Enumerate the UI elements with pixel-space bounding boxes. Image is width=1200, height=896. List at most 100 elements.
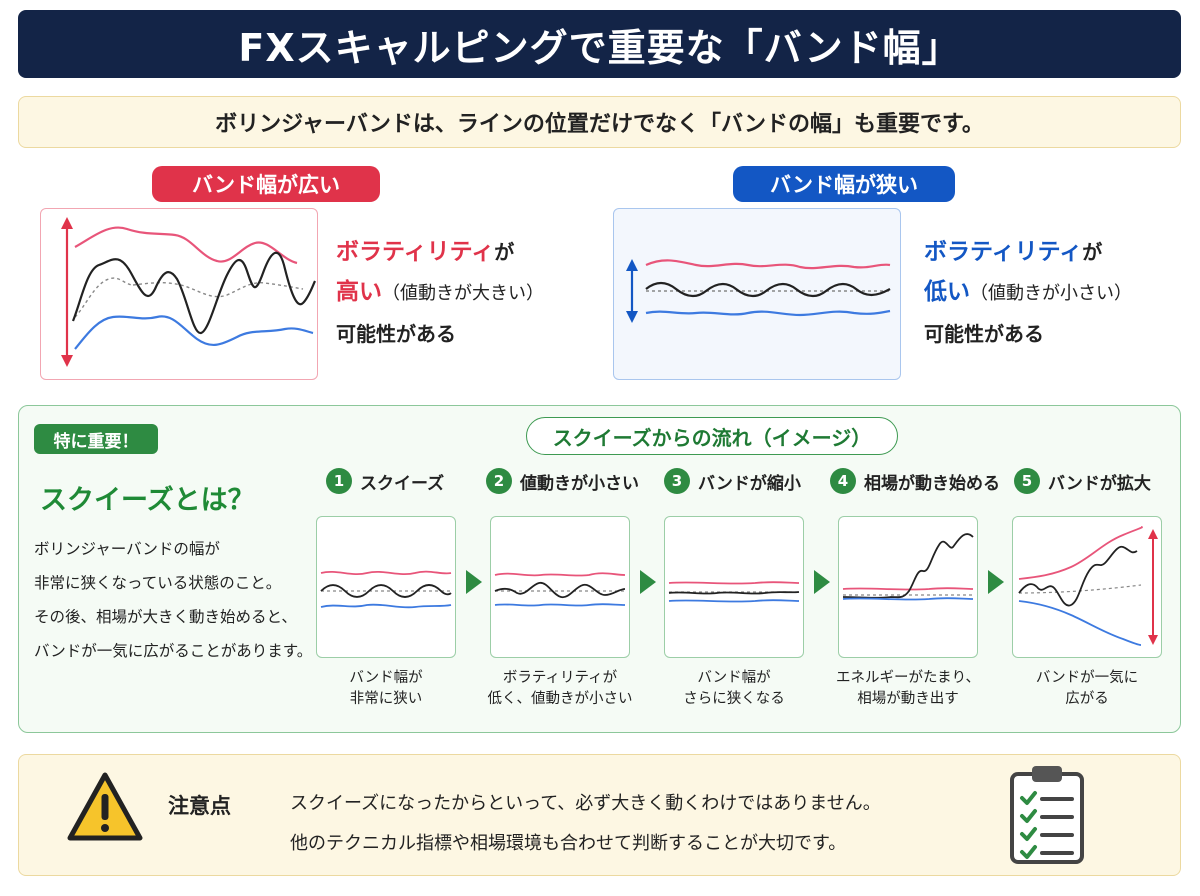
step-1-chart (316, 516, 456, 658)
step-text: 値動きが小さい (520, 473, 639, 494)
caption-line: エネルギーがたまり、 (836, 670, 980, 686)
step-2-svg (494, 572, 626, 607)
upper-band-line (645, 259, 891, 270)
warning-icon-svg (67, 772, 143, 841)
upper-band-line (842, 587, 974, 591)
arrow-down-head (61, 355, 73, 367)
upper-band-line (494, 572, 626, 577)
step-5-svg (1018, 526, 1158, 646)
step-4-caption: エネルギーがたまり、 相場が動き出す (818, 668, 998, 710)
narrow-line1-rest: が (1082, 240, 1103, 264)
lower-band-line (1018, 600, 1142, 646)
step-text: スクイーズ (360, 473, 445, 494)
page-title: FXスキャルピングで重要な「バンド幅」 (18, 10, 1181, 78)
upper-band-line (320, 570, 452, 576)
step-2-label: 2 値動きが小さい (486, 468, 639, 494)
clipboard-svg (1010, 766, 1084, 864)
step-1-caption: バンド幅が 非常に狭い (316, 668, 456, 710)
warning-icon (66, 770, 144, 844)
caution-line: 他のテクニカル指標や相場環境も合わせて判断することが大切です。 (290, 833, 847, 854)
caption-line: ボラティリティが (502, 670, 618, 686)
arrow-up-head (61, 217, 73, 229)
caution-line: スクイーズになったからといって、必ず大きく動くわけではありません。 (290, 793, 881, 814)
wide-band-chart-svg (61, 217, 316, 367)
step-3-chart (664, 516, 804, 658)
wide-high-word: 高い (336, 279, 382, 305)
step-text: 相場が動き始める (864, 473, 1000, 494)
caution-box (18, 754, 1181, 876)
lower-band-line (494, 603, 626, 607)
arrow-up-head (1148, 529, 1158, 539)
squeeze-desc-line: ボリンジャーバンドの幅が (34, 540, 220, 558)
squeeze-desc-line: 非常に狭くなっている状態のこと。 (34, 574, 282, 592)
lower-band-line (74, 315, 314, 350)
step-5-chart (1012, 516, 1162, 658)
caution-text: スクイーズになったからといって、必ず大きく動くわけではありません。 他のテクニカ… (290, 784, 881, 864)
caption-line: バンドが一気に (1035, 670, 1139, 686)
flow-title: スクイーズからの流れ（イメージ） (526, 417, 898, 455)
wide-line1-rest: が (494, 240, 515, 264)
step-number: 1 (326, 468, 352, 494)
step-4-chart (838, 516, 978, 658)
upper-band-line (1018, 526, 1143, 580)
ma-line-b (132, 281, 304, 298)
wide-band-chart (40, 208, 318, 380)
play-arrow-icon (640, 570, 656, 594)
step-text: バンドが拡大 (1048, 473, 1151, 494)
price-line (1018, 545, 1138, 607)
play-arrow-icon (466, 570, 482, 594)
step-5-label: 5 バンドが拡大 (1014, 468, 1151, 494)
squeeze-description: ボリンジャーバンドの幅が 非常に狭くなっている状態のこと。 その後、相場が大きく… (34, 532, 314, 668)
step-1-svg (320, 570, 452, 609)
caption-line: バンド幅が (349, 670, 423, 686)
step-1-label: 1 スクイーズ (326, 468, 444, 494)
step-3-caption: バンド幅が さらに狭くなる (654, 668, 814, 710)
narrow-band-chart-svg (626, 259, 891, 323)
wide-line3: 可能性がある (336, 322, 456, 346)
ma-line (1018, 584, 1142, 594)
price-line (645, 281, 891, 298)
squeeze-desc-line: バンドが一気に広がることがあります。 (34, 642, 313, 660)
step-number: 5 (1014, 468, 1040, 494)
narrow-line3: 可能性がある (924, 322, 1044, 346)
lower-band-line (842, 597, 974, 601)
arrow-down-head (1148, 635, 1158, 645)
clipboard-checklist-icon (1008, 764, 1086, 864)
caption-line: 非常に狭い (349, 691, 423, 707)
arrow-down-head (626, 311, 638, 323)
play-arrow-icon (814, 570, 830, 594)
arrow-up-head (626, 259, 638, 271)
step-5-caption: バンドが一気に 広がる (1007, 668, 1167, 710)
price-line (320, 584, 452, 598)
price-line (842, 533, 974, 599)
narrow-paren-text: （値動きが小さい） (970, 283, 1132, 304)
step-number: 2 (486, 468, 512, 494)
step-3-label: 3 バンドが縮小 (664, 468, 801, 494)
wide-volatility-word: ボラティリティ (336, 239, 495, 265)
squeeze-desc-line: その後、相場が大きく動き始めると、 (34, 608, 297, 626)
ma-line-a (74, 277, 134, 318)
upper-band-line (74, 226, 298, 265)
wide-paren-text: （値動きが大きい） (382, 283, 544, 304)
lower-band-line (645, 309, 891, 317)
price-line (71, 251, 316, 335)
important-tag: 特に重要！ (34, 424, 158, 454)
caption-line: 低く、値動きが小さい (487, 691, 633, 707)
caption-line: さらに狭くなる (683, 691, 785, 707)
intro-text: ボリンジャーバンドは、ラインの位置だけでなく「バンドの幅」も重要です。 (18, 96, 1181, 148)
narrow-band-label: バンド幅が狭い (733, 166, 955, 202)
wide-band-label: バンド幅が広い (152, 166, 380, 202)
step-2-chart (490, 516, 630, 658)
caption-line: 広がる (1065, 691, 1109, 707)
lower-band-line (320, 603, 452, 609)
caption-line: 相場が動き出す (857, 691, 959, 707)
narrow-volatility-word: ボラティリティ (924, 239, 1083, 265)
lower-band-line (668, 599, 800, 603)
upper-band-line (668, 581, 800, 585)
squeeze-heading: スクイーズとは？ (40, 485, 255, 516)
play-arrow-icon (988, 570, 1004, 594)
narrow-band-chart (613, 208, 901, 380)
narrow-low-word: 低い (924, 279, 970, 305)
step-2-caption: ボラティリティが 低く、値動きが小さい (470, 668, 650, 710)
caution-title: 注意点 (168, 794, 231, 818)
